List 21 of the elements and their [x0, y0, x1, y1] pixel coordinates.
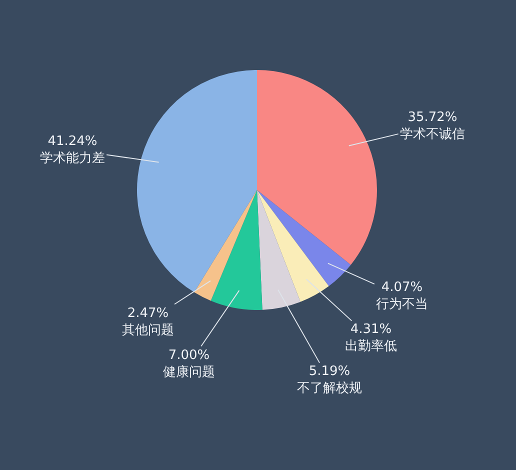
slice-label: 行为不当 — [376, 296, 428, 312]
pie-slice — [257, 190, 351, 286]
data-label: 2.47% — [127, 306, 169, 321]
pie-slice — [257, 190, 300, 310]
pie-slice — [137, 70, 257, 292]
slice-label: 健康问题 — [163, 364, 215, 380]
slice-label: 不了解校规 — [297, 380, 362, 396]
data-label: 4.31% — [350, 322, 392, 337]
data-label: 7.00% — [168, 348, 210, 363]
slice-label: 学术不诚信 — [400, 126, 465, 142]
data-label: 5.19% — [308, 364, 350, 379]
pie-slice — [210, 190, 262, 310]
data-label: 4.07% — [381, 280, 423, 295]
slice-label: 其他问题 — [122, 322, 174, 338]
pie-slice — [257, 70, 377, 265]
pie-slice — [194, 190, 257, 301]
data-label: 35.72% — [408, 110, 458, 125]
pie-slice — [257, 190, 329, 302]
slice-label: 出勤率低 — [345, 338, 397, 354]
slice-label: 学术能力差 — [40, 150, 105, 166]
data-label: 41.24% — [48, 134, 98, 149]
